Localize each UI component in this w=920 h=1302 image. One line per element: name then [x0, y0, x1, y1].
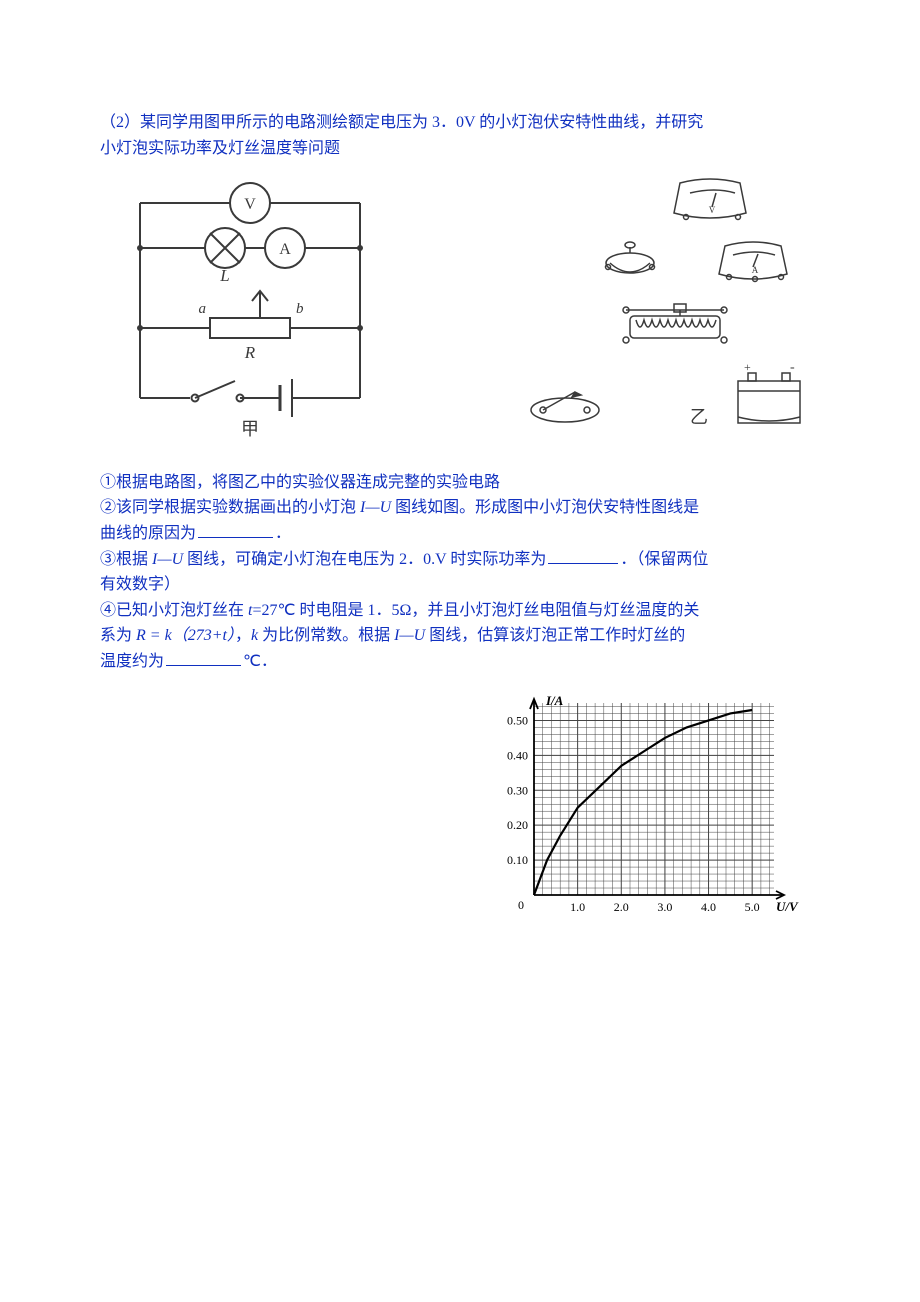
circuit-svg: V A L	[100, 173, 400, 443]
circuit-figure: V A L	[100, 173, 400, 452]
svg-text:0.30: 0.30	[507, 783, 528, 797]
intro-line-1: （2）某同学用图甲所示的电路测绘额定电压为 3．0V 的小灯泡伏安特性曲线，并研…	[100, 110, 820, 136]
iu-3: I—U	[394, 627, 425, 644]
svg-text:0: 0	[518, 898, 524, 912]
q2-a: ②该同学根据实验数据画出的小灯泡	[100, 499, 360, 516]
blank-temp[interactable]	[166, 651, 241, 666]
q4-a: ④已知小灯泡灯丝在	[100, 602, 248, 619]
q4-f: 图线，估算该灯泡正常工作时灯丝的	[425, 627, 685, 644]
q4-eq: R = k（273+t）	[136, 627, 235, 644]
svg-text:I/A: I/A	[545, 693, 564, 708]
svg-text:A: A	[752, 265, 759, 275]
svg-text:4.0: 4.0	[701, 900, 716, 914]
q4-h: ℃．	[243, 653, 277, 670]
iu-chart: 1.0 2.0 3.0 4.0 5.0 0.10 0.20 0.30 0.40 0.50 0 I/A U…	[480, 689, 810, 938]
q3-d: 有效数字）	[100, 576, 180, 593]
svg-text:1.0: 1.0	[570, 900, 585, 914]
battery-icon: + -	[738, 360, 800, 423]
terminal-b: b	[296, 301, 304, 317]
svg-text:0.20: 0.20	[507, 818, 528, 832]
voltmeter-label: V	[244, 196, 256, 213]
q2-b: 图线如图。形成图中小灯泡伏安特性图线是	[391, 499, 699, 516]
instruments-caption: 乙	[690, 407, 708, 427]
blank-reason[interactable]	[198, 523, 273, 538]
switch-icon	[531, 392, 599, 422]
q4-e: 为比例常数。根据	[258, 627, 394, 644]
q3: ③根据 I—U 图线，可确定小灯泡在电压为 2．0.V 时实际功率为 ．（保留两位…	[100, 547, 820, 598]
svg-text:0.40: 0.40	[507, 748, 528, 762]
q3-b: 图线，可确定小灯泡在电压为 2．0.V 时实际功率为	[183, 551, 546, 568]
svg-text:3.0: 3.0	[657, 900, 672, 914]
intro-block: （2）某同学用图甲所示的电路测绘额定电压为 3．0V 的小灯泡伏安特性曲线，并研…	[100, 110, 820, 161]
lamp-label: L	[219, 266, 229, 285]
k-sym: k	[251, 627, 258, 644]
q4: ④已知小灯泡灯丝在 t=27℃ 时电阻是 1．5Ω，并且小灯泡灯丝电阻值与灯丝温…	[100, 598, 820, 675]
svg-text:-: -	[790, 360, 795, 375]
voltmeter-icon: V	[674, 179, 746, 220]
svg-text:+: +	[744, 360, 751, 374]
q1: ①根据电路图，将图乙中的实验仪器连成完整的实验电路	[100, 470, 820, 496]
svg-text:U/V: U/V	[776, 899, 799, 914]
figures-row: V A L	[100, 173, 820, 452]
circuit-caption: 甲	[241, 419, 259, 439]
iu-2: I—U	[152, 551, 183, 568]
lamp-icon	[606, 242, 655, 273]
intro-line-2: 小灯泡实际功率及灯丝温度等问题	[100, 136, 820, 162]
instruments-figure: V	[480, 173, 820, 452]
blank-power[interactable]	[548, 549, 618, 564]
q4-g: 温度约为	[100, 653, 164, 670]
iu-1: I—U	[360, 499, 391, 516]
q2: ②该同学根据实验数据画出的小灯泡 I—U 图线如图。形成图中小灯泡伏安特性图线是…	[100, 495, 820, 546]
q4-c: 系为	[100, 627, 136, 644]
q2-c: 曲线的原因为	[100, 525, 196, 542]
rheostat-icon	[623, 304, 727, 343]
q3-a: ③根据	[100, 551, 152, 568]
svg-text:2.0: 2.0	[614, 900, 629, 914]
q4-b: =27℃ 时电阻是 1．5Ω，并且小灯泡灯丝电阻值与灯丝温度的关	[252, 602, 699, 619]
svg-text:0.50: 0.50	[507, 713, 528, 727]
rheostat-label: R	[244, 343, 256, 362]
questions-block: ①根据电路图，将图乙中的实验仪器连成完整的实验电路 ②该同学根据实验数据画出的小…	[100, 470, 820, 675]
svg-text:V: V	[709, 205, 716, 215]
terminal-a: a	[199, 301, 207, 317]
q3-c: ．（保留两位	[620, 551, 708, 568]
instruments-svg: V	[480, 173, 820, 443]
ammeter-label: A	[279, 241, 291, 258]
svg-text:5.0: 5.0	[745, 900, 760, 914]
iu-chart-svg: 1.0 2.0 3.0 4.0 5.0 0.10 0.20 0.30 0.40 0.50 0 I/A U…	[480, 689, 810, 929]
page-root: （2）某同学用图甲所示的电路测绘额定电压为 3．0V 的小灯泡伏安特性曲线，并研…	[0, 0, 920, 977]
svg-text:0.10: 0.10	[507, 853, 528, 867]
ammeter-icon: A	[719, 242, 787, 282]
q4-d: ，	[235, 627, 251, 644]
q2-d: ．	[275, 525, 291, 542]
